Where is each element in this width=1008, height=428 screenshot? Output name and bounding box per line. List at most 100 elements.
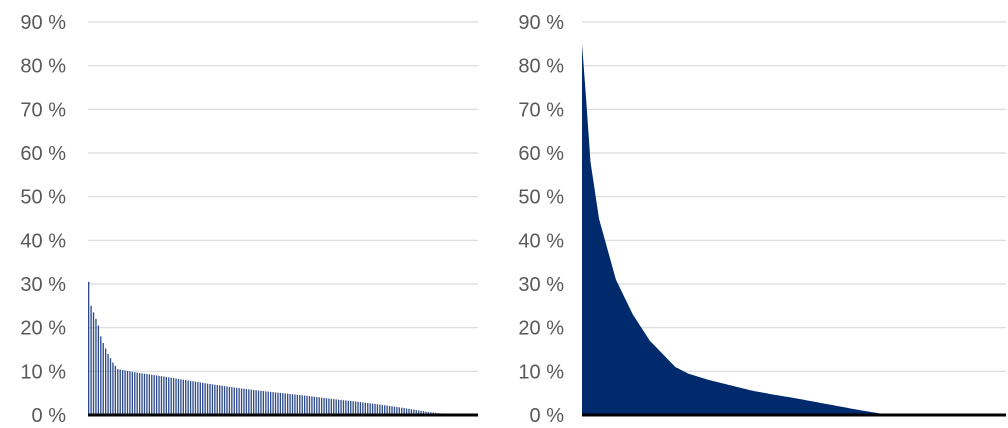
y-tick-label: 40 % xyxy=(20,230,66,252)
bar xyxy=(413,409,415,415)
y-tick-label: 40 % xyxy=(518,230,564,252)
bar xyxy=(320,397,323,415)
y-tick-label: 70 % xyxy=(20,99,66,121)
bar xyxy=(160,376,163,415)
bar xyxy=(226,386,228,415)
bar xyxy=(219,385,221,415)
bar xyxy=(129,371,131,415)
bar xyxy=(262,391,265,415)
bar xyxy=(121,370,124,415)
bar xyxy=(289,393,291,415)
y-tick-label: 60 % xyxy=(518,143,564,165)
y-tick-label: 0 % xyxy=(32,405,67,427)
bar xyxy=(151,374,153,415)
bar xyxy=(318,397,320,415)
bar xyxy=(393,406,396,415)
bar xyxy=(107,353,109,415)
bar xyxy=(175,378,177,415)
y-tick-label: 10 % xyxy=(518,361,564,383)
left-bar-chart: 0 % 10 % 20 % 30 % 40 % 50 % 60 % 70 % 80 % 90 % xyxy=(20,12,478,427)
bar xyxy=(422,411,425,415)
bar xyxy=(330,398,332,415)
bar xyxy=(425,411,427,415)
bar xyxy=(202,382,204,415)
bar xyxy=(265,391,267,415)
y-tick-label: 30 % xyxy=(20,274,66,296)
bar xyxy=(197,382,199,415)
y-tick-label: 20 % xyxy=(518,318,564,340)
bar xyxy=(415,409,417,415)
bar xyxy=(398,407,400,415)
bar xyxy=(134,372,136,415)
bar xyxy=(340,399,342,415)
bar xyxy=(158,375,160,415)
bar xyxy=(126,370,129,415)
bar xyxy=(240,388,243,415)
bar xyxy=(367,402,369,415)
bar xyxy=(253,389,255,415)
bar xyxy=(391,406,393,415)
bar xyxy=(168,377,170,415)
bar xyxy=(95,318,97,415)
bar xyxy=(165,376,167,415)
bar xyxy=(345,400,347,415)
bar xyxy=(396,406,398,415)
y-tick-label: 10 % xyxy=(20,361,66,383)
bar xyxy=(185,380,187,415)
bar xyxy=(350,400,352,415)
bar xyxy=(405,408,408,415)
bar xyxy=(100,336,102,415)
bar xyxy=(335,399,337,415)
bar xyxy=(333,399,335,415)
bar xyxy=(245,389,248,415)
bar xyxy=(371,403,374,415)
bar xyxy=(102,342,104,415)
bar xyxy=(187,380,189,415)
y-tick-label: 70 % xyxy=(518,99,564,121)
bar xyxy=(143,373,146,415)
bar xyxy=(248,389,250,415)
bar xyxy=(260,390,262,415)
bar xyxy=(119,369,121,415)
bar xyxy=(255,390,257,415)
bar xyxy=(403,408,405,415)
bar xyxy=(347,400,349,415)
bar xyxy=(342,400,345,415)
y-tick-label: 0 % xyxy=(530,405,565,427)
bar xyxy=(192,381,194,415)
bar xyxy=(117,369,119,415)
bar xyxy=(410,409,413,415)
bar xyxy=(182,379,184,415)
bar xyxy=(141,373,143,415)
bar xyxy=(313,396,316,415)
bar xyxy=(243,388,245,415)
y-tick-label: 60 % xyxy=(20,143,66,165)
bar xyxy=(418,410,420,415)
bar xyxy=(211,384,214,415)
bar xyxy=(221,385,223,415)
bar xyxy=(401,407,403,415)
bar xyxy=(206,383,209,415)
bar xyxy=(279,392,282,415)
bar xyxy=(325,398,328,415)
bar xyxy=(228,386,231,415)
bar xyxy=(148,374,150,415)
bar xyxy=(369,403,371,415)
bar xyxy=(427,411,430,415)
bar xyxy=(250,389,252,415)
bar xyxy=(379,404,381,415)
bar xyxy=(272,392,274,415)
bar xyxy=(177,378,180,415)
bar xyxy=(354,401,357,415)
y-tick-label: 30 % xyxy=(518,274,564,296)
bar xyxy=(204,383,206,415)
bar xyxy=(374,403,376,415)
bar xyxy=(172,378,175,415)
bar xyxy=(92,312,95,415)
bar xyxy=(311,396,313,415)
bar xyxy=(291,394,294,415)
bar xyxy=(199,382,201,415)
bar xyxy=(384,405,386,415)
bar xyxy=(267,391,269,415)
bar xyxy=(180,379,182,415)
